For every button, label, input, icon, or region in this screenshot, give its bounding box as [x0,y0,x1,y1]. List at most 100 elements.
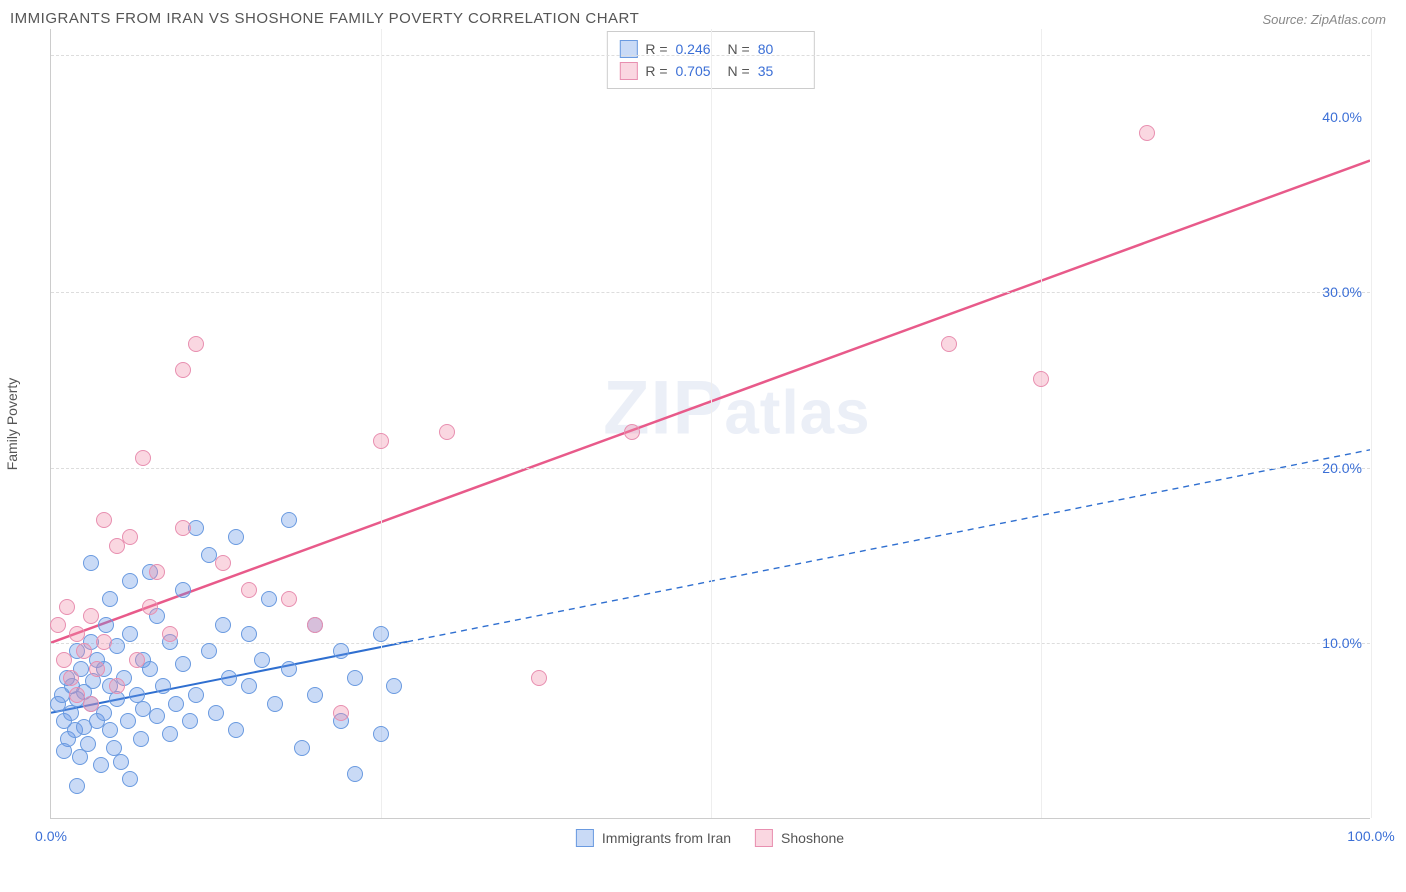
data-point [120,713,136,729]
data-point [281,591,297,607]
data-point [122,573,138,589]
legend-item: Shoshone [755,829,844,847]
data-point [133,731,149,747]
data-point [386,678,402,694]
data-point [267,696,283,712]
data-point [228,529,244,545]
data-point [149,708,165,724]
y-tick-label: 10.0% [1322,635,1362,651]
data-point [113,754,129,770]
watermark: ZIPatlas [603,364,871,451]
data-point [96,512,112,528]
data-point [941,336,957,352]
legend-item: Immigrants from Iran [576,829,731,847]
data-point [294,740,310,756]
data-point [98,617,114,633]
data-point [102,722,118,738]
data-point [96,705,112,721]
y-tick-label: 30.0% [1322,284,1362,300]
data-point [56,743,72,759]
data-point [162,726,178,742]
data-point [347,670,363,686]
data-point [347,766,363,782]
data-point [175,656,191,672]
data-point [281,512,297,528]
stat-n-label: N = [728,38,750,60]
legend-swatch [619,62,637,80]
data-point [241,626,257,642]
data-point [531,670,547,686]
data-point [122,771,138,787]
data-point [155,678,171,694]
data-point [83,555,99,571]
y-tick-label: 40.0% [1322,109,1362,125]
data-point [333,705,349,721]
data-point [182,713,198,729]
data-point [135,450,151,466]
data-point [241,678,257,694]
data-point [56,652,72,668]
gridline-v [1041,29,1042,818]
chart-container: Family Poverty ZIPatlas R =0.246N =80R =… [50,29,1370,819]
stat-n-value: 35 [758,60,802,82]
legend-swatch [755,829,773,847]
plot-area: ZIPatlas R = 0.246 N = 80 R = 0.705 N = 35 10.0… [50,29,1370,819]
chart-title: IMMIGRANTS FROM IRAN VS SHOSHONE FAMILY … [10,10,639,27]
data-point [1033,371,1049,387]
data-point [129,652,145,668]
data-point [281,661,297,677]
data-point [80,736,96,752]
data-point [50,617,66,633]
data-point [188,687,204,703]
data-point [162,626,178,642]
data-point [373,433,389,449]
data-point [254,652,270,668]
data-point [624,424,640,440]
data-point [228,722,244,738]
data-point [63,705,79,721]
data-point [122,529,138,545]
data-point [307,617,323,633]
data-point [142,599,158,615]
y-axis-label: Family Poverty [4,378,20,471]
data-point [142,661,158,677]
stat-r-value: 0.246 [676,38,720,60]
source-attribution: Source: ZipAtlas.com [1262,12,1386,27]
x-tick-label: 0.0% [35,828,67,844]
data-point [373,626,389,642]
data-point [76,643,92,659]
data-point [373,726,389,742]
gridline-v [381,29,382,818]
data-point [333,643,349,659]
stat-r-label: R = [645,38,667,60]
data-point [122,626,138,642]
data-point [93,757,109,773]
data-point [215,555,231,571]
data-point [175,362,191,378]
data-point [83,696,99,712]
data-point [69,626,85,642]
data-point [69,778,85,794]
data-point [63,670,79,686]
x-tick-label: 100.0% [1347,828,1394,844]
stat-r-value: 0.705 [676,60,720,82]
data-point [59,599,75,615]
data-point [175,520,191,536]
legend-label: Shoshone [781,830,844,846]
data-point [241,582,257,598]
stat-n-value: 80 [758,38,802,60]
data-point [175,582,191,598]
legend-label: Immigrants from Iran [602,830,731,846]
stat-r-label: R = [645,60,667,82]
gridline-v [1371,29,1372,818]
data-point [188,336,204,352]
legend-swatch [576,829,594,847]
data-point [221,670,237,686]
data-point [109,678,125,694]
data-point [168,696,184,712]
stat-n-label: N = [728,60,750,82]
data-point [307,687,323,703]
data-point [89,661,105,677]
data-point [102,591,118,607]
y-tick-label: 20.0% [1322,460,1362,476]
